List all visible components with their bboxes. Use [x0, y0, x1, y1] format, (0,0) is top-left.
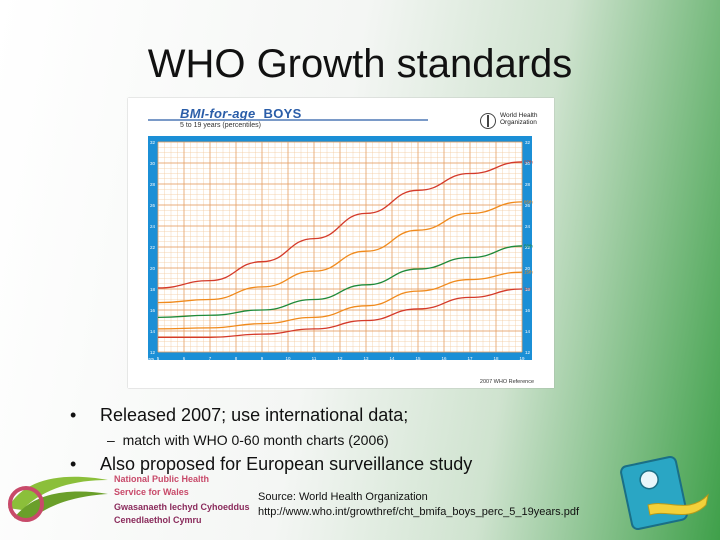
y-tick-label: 32	[150, 140, 156, 145]
series-line-50th	[157, 245, 523, 318]
y-tick-label-right: 18	[525, 287, 531, 292]
bullet-text: Also proposed for European surveillance …	[100, 454, 473, 474]
x-tick-label: 9	[261, 356, 264, 361]
y-tick-label-right: 20	[525, 266, 531, 271]
x-tick-label: 5	[157, 356, 160, 361]
source-url: http://www.who.int/growthref/cht_bmifa_b…	[258, 506, 580, 518]
logo-line: Cenedlaethol Cymru	[114, 515, 202, 525]
y-tick-label-right: 30	[525, 161, 531, 166]
series-label: 3rd	[524, 287, 531, 292]
series-label: 50th	[524, 243, 533, 248]
bullet-item: • Also proposed for European surveillance…	[70, 454, 472, 475]
source-citation: Source: World Health Organization http:/…	[258, 490, 579, 520]
y-tick-label: 20	[150, 266, 156, 271]
x-tick-label: 11	[312, 356, 317, 361]
who-globe-icon	[480, 113, 496, 129]
y-tick-label: 12	[150, 350, 156, 355]
x-tick-label: 8	[235, 356, 238, 361]
x-tick-label: 17	[467, 356, 473, 361]
sub-bullet-text: match with WHO 0-60 month charts (2006)	[122, 432, 389, 448]
x-tick-label: 18	[493, 356, 499, 361]
sub-bullet-item: – match with WHO 0-60 month charts (2006…	[107, 432, 389, 448]
chart-frame: BMI-for-age BOYS 5 to 19 years (percentil…	[128, 98, 554, 388]
who-logo: World Health Organization	[480, 111, 544, 133]
y-tick-label: 14	[150, 329, 156, 334]
bullet-symbol: •	[70, 405, 77, 425]
y-tick-label-right: 14	[525, 329, 531, 334]
weighing-scale-icon	[620, 455, 709, 531]
chart-credit: 2007 WHO Reference	[479, 379, 534, 385]
slide-title: WHO Growth standards	[147, 42, 573, 86]
y-tick-label-right: 28	[525, 182, 531, 187]
series-line-97th	[157, 161, 523, 289]
x-tick-label: 10	[285, 356, 291, 361]
x-axis-label: Age (completed months and years)	[297, 364, 383, 370]
x-tick-label: 12	[337, 356, 343, 361]
bmi-chart: 12 12 14 14 16 16 18 18 20 20 22 22 24 24 26 26 28 28 30 30…	[130, 119, 533, 370]
chart-title-suffix: BOYS	[263, 106, 302, 121]
y-tick-label: 18	[150, 287, 156, 292]
y-tick-label-right: 32	[525, 140, 531, 145]
x-tick-label: 7	[209, 356, 212, 361]
bullet-text: Released 2007; use international data;	[100, 405, 409, 425]
x-unit-label: Months Years	[130, 356, 154, 361]
logo-line: National Public Health	[114, 474, 210, 484]
y-tick-label: 22	[150, 245, 156, 250]
x-tick-label: 6	[183, 356, 186, 361]
y-tick-label: 26	[150, 203, 156, 208]
y-tick-label: 24	[150, 224, 156, 229]
x-tick-label: 14	[389, 356, 395, 361]
series-label: 97th	[524, 159, 533, 164]
y-tick-label: 16	[150, 308, 156, 313]
x-tick-label: 19	[519, 356, 525, 361]
sub-bullet-symbol: –	[107, 432, 115, 448]
bullet-symbol: •	[70, 454, 77, 474]
x-tick-label: 15	[415, 356, 421, 361]
chart-subtitle: 5 to 19 years (percentiles)	[180, 122, 261, 129]
y-tick-label-right: 22	[525, 245, 531, 250]
x-tick-label: 16	[441, 356, 447, 361]
y-tick-label-right: 26	[525, 203, 531, 208]
y-tick-label: 30	[150, 161, 156, 166]
logo-line: Service for Wales	[114, 487, 189, 497]
chart-title: BMI-for-age BOYS	[180, 106, 302, 121]
wales-swoosh-icon	[8, 476, 108, 522]
logo-line: Gwasanaeth Iechyd Cyhoeddus	[114, 502, 250, 512]
y-tick-label-right: 12	[525, 350, 531, 355]
series-line-85th	[157, 201, 523, 304]
x-tick-label: 13	[363, 356, 369, 361]
who-org-name: World Health Organization	[500, 112, 538, 126]
series-line-3rd	[158, 288, 523, 338]
y-tick-label-right: 24	[525, 224, 531, 229]
y-tick-label-right: 16	[525, 308, 531, 313]
series-label: 85th	[524, 199, 533, 204]
public-health-wales-logo: National Public Health Service for Wales…	[4, 466, 254, 536]
chart-title-text: BMI-for-age	[180, 106, 256, 121]
source-org: Source: World Health Organization	[258, 491, 428, 503]
series-line-15th	[157, 271, 523, 330]
y-axis-label: BMI (kg/m²)	[140, 232, 146, 261]
series-label: 15th	[524, 270, 533, 275]
bullet-item: • Released 2007; use international data;	[70, 405, 408, 426]
y-tick-label: 28	[150, 182, 156, 187]
